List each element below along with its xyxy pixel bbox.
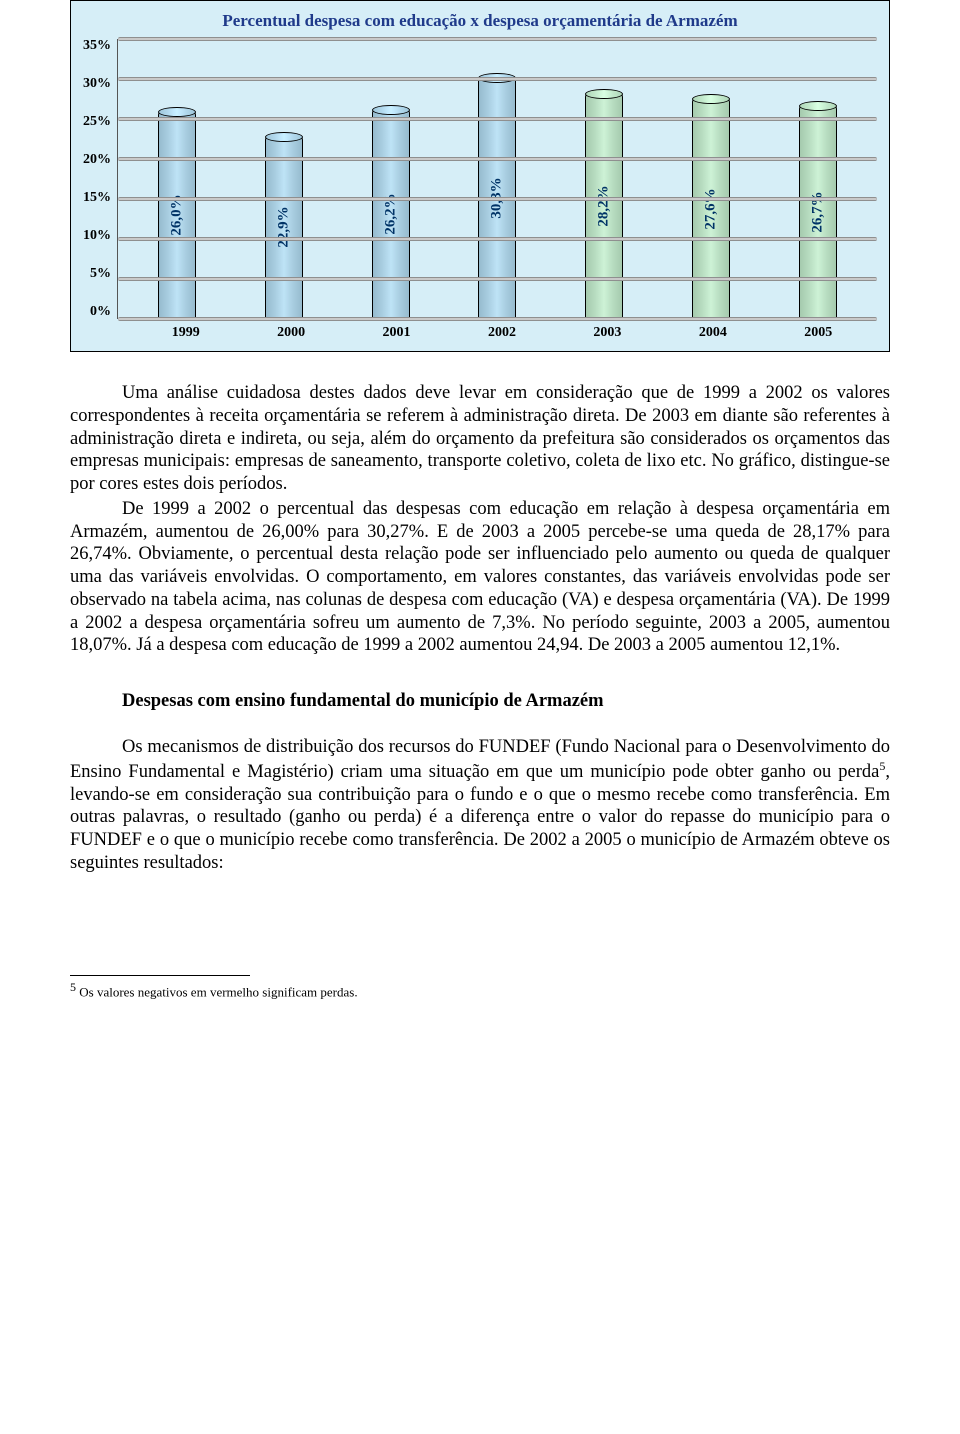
y-tick: 5% — [83, 267, 111, 281]
chart-body: 35% 30% 25% 20% 15% 10% 5% 0% 26,0% 22,9% 26,2% 30… — [83, 39, 877, 319]
paragraph-2: De 1999 a 2002 o percentual das despesas… — [70, 498, 890, 657]
y-tick: 10% — [83, 229, 111, 243]
x-tick: 2003 — [588, 325, 626, 341]
bar: 26,0% — [158, 111, 196, 319]
bar-value-label: 27,6% — [702, 188, 719, 229]
y-axis: 35% 30% 25% 20% 15% 10% 5% 0% — [83, 39, 111, 319]
chart-plot: 26,0%22,9%26,2%30,3%28,2%27,6%26,7% — [117, 39, 877, 319]
bar-value-label: 28,2% — [596, 186, 613, 227]
x-tick: 1999 — [167, 325, 205, 341]
y-tick: 35% — [83, 39, 111, 53]
y-tick: 15% — [83, 191, 111, 205]
x-axis: 1999 2000 2001 2002 2003 2004 2005 — [127, 319, 877, 341]
y-tick: 20% — [83, 153, 111, 167]
gridline — [118, 237, 877, 241]
x-tick: 2002 — [483, 325, 521, 341]
gridline — [118, 277, 877, 281]
footnote: 5 Os valores negativos em vermelho signi… — [70, 980, 890, 1000]
paragraph-3a: Os mecanismos de distribuição dos recurs… — [70, 737, 890, 782]
bar-value-label: 22,9% — [276, 207, 293, 248]
education-expense-chart: Percentual despesa com educação x despes… — [70, 0, 890, 352]
footnote-rule — [70, 975, 250, 976]
bar: 22,9% — [265, 136, 303, 319]
x-tick: 2005 — [799, 325, 837, 341]
x-tick: 2004 — [694, 325, 732, 341]
bar: 27,6% — [692, 98, 730, 319]
y-tick: 30% — [83, 77, 111, 91]
paragraph-3: Os mecanismos de distribuição dos recurs… — [70, 736, 890, 875]
gridline — [118, 117, 877, 121]
y-tick: 0% — [83, 305, 111, 319]
body-text: Uma análise cuidadosa destes dados deve … — [70, 382, 890, 875]
bar: 26,2% — [372, 109, 410, 319]
paragraph-1: Uma análise cuidadosa destes dados deve … — [70, 382, 890, 496]
bar: 28,2% — [585, 93, 623, 319]
gridline — [118, 197, 877, 201]
y-tick: 25% — [83, 115, 111, 129]
gridline — [118, 37, 877, 41]
gridline — [118, 317, 877, 321]
footnote-text: Os valores negativos em vermelho signifi… — [76, 984, 358, 999]
x-tick: 2000 — [272, 325, 310, 341]
chart-title: Percentual despesa com educação x despes… — [83, 11, 877, 31]
bar: 26,7% — [799, 105, 837, 319]
gridline — [118, 157, 877, 161]
x-tick: 2001 — [378, 325, 416, 341]
section-title: Despesas com ensino fundamental do munic… — [122, 691, 890, 712]
gridline — [118, 77, 877, 81]
